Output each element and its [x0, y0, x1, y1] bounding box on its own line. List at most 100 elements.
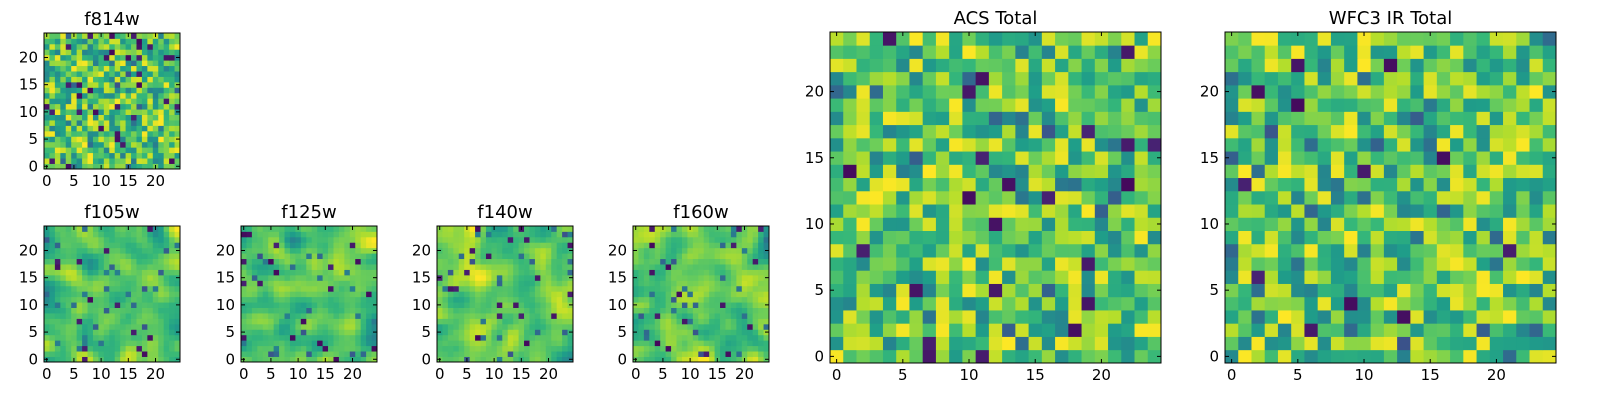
heatmap-cell: [322, 231, 329, 238]
heatmap-cell: [882, 32, 897, 46]
heatmap-cell: [49, 247, 56, 254]
heatmap-cell: [333, 280, 340, 287]
heatmap-cell: [71, 258, 78, 265]
heatmap-cell: [709, 291, 715, 298]
heatmap-cell: [60, 313, 67, 319]
heatmap-cell: [114, 49, 121, 56]
heatmap-cell: [49, 38, 56, 45]
heatmap-cell: [1238, 190, 1252, 205]
heatmap-cell: [1121, 310, 1135, 324]
heatmap-cell: [65, 125, 72, 132]
heatmap-cell: [152, 109, 159, 115]
heatmap-cell: [665, 264, 672, 270]
heatmap-cell: [328, 231, 334, 238]
x-tick-label: 15: [1026, 366, 1045, 384]
heatmap-cell: [355, 247, 362, 254]
heatmap-cell: [935, 84, 950, 99]
heatmap-cell: [1383, 217, 1398, 231]
heatmap-cell: [65, 247, 72, 254]
heatmap-cell: [103, 351, 110, 357]
heatmap-cell: [152, 274, 159, 281]
heatmap-cell: [65, 264, 72, 270]
heatmap-cell: [1277, 349, 1292, 364]
heatmap-cell: [1041, 151, 1056, 165]
heatmap-cell: [556, 231, 563, 238]
heatmap-cell: [141, 152, 148, 159]
heatmap-cell: [1330, 177, 1345, 192]
heatmap-cell: [453, 231, 460, 238]
heatmap-cell: [513, 351, 519, 357]
heatmap-cell: [869, 270, 884, 284]
heatmap-cell: [44, 158, 50, 164]
heatmap-cell: [141, 33, 148, 39]
heatmap-cell: [1238, 151, 1252, 165]
heatmap-cell: [251, 307, 258, 314]
heatmap-cell: [360, 285, 367, 292]
heatmap-cell: [1055, 124, 1069, 139]
heatmap-cell: [1436, 32, 1451, 46]
heatmap-cell: [1397, 137, 1411, 152]
heatmap-cell: [1121, 230, 1135, 245]
heatmap-cell: [1147, 164, 1162, 179]
y-tick-label: 20: [216, 241, 235, 259]
heatmap-cell: [71, 60, 78, 67]
heatmap-cell: [1423, 164, 1438, 179]
heatmap-cell: [338, 247, 345, 254]
heatmap-cell: [556, 296, 563, 303]
heatmap-cell: [671, 247, 677, 254]
heatmap-cell: [125, 296, 132, 303]
heatmap-cell: [747, 307, 754, 314]
heatmap-cell: [1291, 310, 1305, 324]
heatmap-cell: [741, 280, 748, 287]
heatmap-cell: [1476, 336, 1491, 351]
heatmap-cell: [1277, 124, 1292, 139]
heatmap-cell: [496, 356, 503, 363]
y-tick-label: 15: [1200, 149, 1219, 167]
heatmap-cell: [1238, 124, 1252, 139]
heatmap-cell: [103, 274, 110, 281]
heatmap-cell: [273, 345, 280, 352]
heatmap-cell: [1277, 45, 1292, 59]
heatmap-cell: [54, 231, 61, 238]
heatmap-cell: [295, 231, 302, 238]
heatmap-cell: [87, 340, 94, 347]
heatmap-cell: [1410, 177, 1424, 192]
heatmap-cell: [562, 334, 568, 341]
heatmap-cell: [1357, 270, 1372, 284]
heatmap-cell: [60, 109, 67, 115]
heatmap-cell: [725, 280, 732, 287]
heatmap-cell: [136, 38, 143, 45]
heatmap-cell: [44, 114, 50, 121]
heatmap-cell: [698, 274, 705, 281]
heatmap-cell: [687, 313, 694, 319]
heatmap-cell: [1516, 296, 1530, 311]
heatmap-cell: [676, 307, 683, 314]
heatmap-cell: [311, 351, 318, 357]
heatmap-cell: [681, 329, 688, 336]
heatmap-cell: [556, 307, 563, 314]
heatmap-cell: [147, 54, 154, 61]
heatmap-cell: [344, 231, 351, 238]
heatmap-cell: [949, 310, 963, 324]
heatmap-cell: [676, 247, 683, 254]
heatmap-cell: [692, 280, 699, 287]
heatmap-cell: [306, 280, 313, 287]
heatmap-cell: [76, 340, 83, 347]
x-tick-label: 5: [69, 172, 79, 190]
heatmap-cell: [496, 351, 503, 357]
heatmap-cell: [1476, 190, 1491, 205]
heatmap-cell: [87, 81, 94, 88]
heatmap-cell: [633, 242, 639, 249]
heatmap-cell: [1277, 296, 1292, 311]
heatmap-cell: [1450, 204, 1464, 218]
heatmap-cell: [830, 204, 844, 218]
heatmap-cell: [540, 296, 547, 303]
heatmap-cell: [169, 345, 175, 352]
heatmap-cell: [567, 291, 574, 298]
heatmap-cell: [1108, 349, 1122, 364]
heatmap-cell: [654, 247, 661, 254]
heatmap-cell: [163, 103, 170, 110]
heatmap-cell: [163, 264, 170, 270]
heatmap-cell: [54, 158, 61, 164]
heatmap-cell: [1002, 32, 1016, 46]
